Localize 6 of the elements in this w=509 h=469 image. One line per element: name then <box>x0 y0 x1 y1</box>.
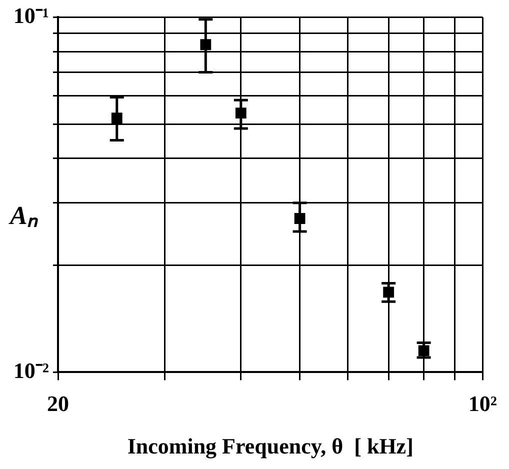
y-axis-title: Aₙ <box>10 196 38 232</box>
x-tick-label: 10² <box>468 391 498 416</box>
y-tick-label: 10⁻² <box>13 358 50 383</box>
x-axis-title: Incoming Frequency, θ [ kHz] <box>127 433 414 458</box>
y-tick-label: 10⁻¹ <box>13 2 49 28</box>
x-tick-label: 20 <box>47 391 69 416</box>
